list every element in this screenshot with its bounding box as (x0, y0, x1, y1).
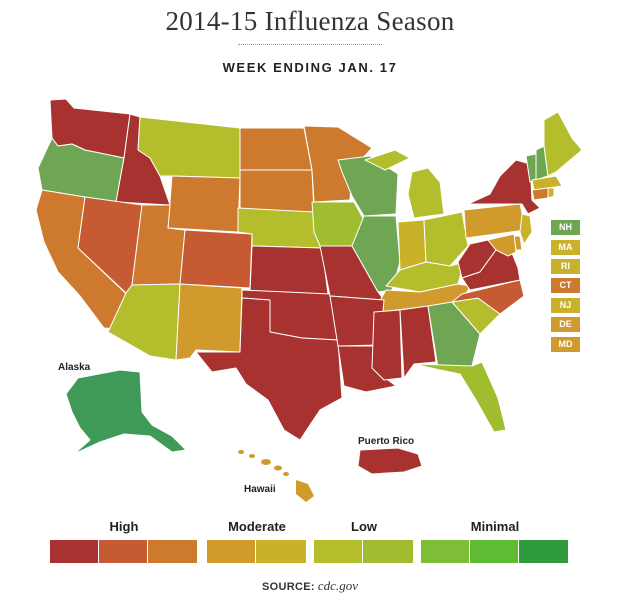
legend-swatch-minimal-2 (470, 540, 519, 563)
state-south-dakota[interactable] (239, 169, 315, 213)
chip-nh[interactable]: NH (551, 220, 580, 235)
state-colorado[interactable] (179, 229, 253, 289)
label-hawaii: Hawaii (244, 484, 276, 495)
legend-swatch-high-1 (50, 540, 99, 563)
state-rhode-island[interactable] (547, 187, 555, 199)
state-connecticut[interactable] (531, 187, 549, 201)
chip-de[interactable]: DE (551, 317, 580, 332)
source-line: SOURCE: cdc.gov (0, 578, 620, 594)
state-mississippi[interactable] (371, 309, 403, 381)
legend-swatch-moderate-1 (207, 540, 256, 563)
state-north-dakota[interactable] (239, 127, 313, 171)
state-ohio[interactable] (423, 211, 469, 267)
state-virginia[interactable] (461, 247, 521, 291)
state-new-mexico[interactable] (175, 283, 243, 361)
state-pennsylvania[interactable] (463, 203, 527, 239)
chip-nj[interactable]: NJ (551, 298, 580, 313)
map-title: 2014-15 Influenza Season (165, 6, 455, 36)
legend-swatch-high-3 (148, 540, 198, 563)
state-wyoming[interactable] (167, 175, 241, 233)
state-florida[interactable] (413, 361, 507, 433)
state-michigan[interactable] (407, 167, 445, 219)
state-new-jersey[interactable] (519, 213, 533, 245)
label-puerto-rico: Puerto Rico (358, 436, 414, 447)
label-alaska: Alaska (58, 362, 91, 373)
state-maryland[interactable] (487, 233, 517, 257)
source-link[interactable]: cdc.gov (317, 578, 358, 593)
state-maine[interactable] (543, 111, 583, 177)
legend-swatch-moderate-2 (256, 540, 307, 563)
legend-label-high: High (109, 519, 139, 534)
state-texas[interactable] (195, 297, 343, 441)
state-kansas[interactable] (249, 245, 329, 295)
source-label: SOURCE: (262, 581, 315, 593)
state-alabama[interactable] (399, 305, 437, 379)
title-divider (238, 44, 382, 45)
chip-ma[interactable]: MA (551, 240, 580, 255)
state-georgia[interactable] (427, 301, 481, 369)
legend-swatch-high-2 (99, 540, 148, 563)
legend-swatch-low-1 (314, 540, 363, 563)
state-indiana[interactable] (397, 219, 427, 271)
legend-swatch-minimal-1 (421, 540, 470, 563)
state-missouri[interactable] (319, 245, 385, 301)
legend-swatch-low-2 (363, 540, 414, 563)
chip-ri[interactable]: RI (551, 259, 580, 274)
chip-ct[interactable]: CT (551, 278, 580, 293)
state-michigan-upper[interactable] (364, 149, 411, 171)
map-subtitle: WEEK ENDING JAN. 17 (222, 60, 398, 75)
legend-label-minimal: Minimal (470, 519, 520, 534)
state-alaska[interactable] (65, 369, 187, 455)
state-massachusetts[interactable] (531, 175, 563, 191)
chip-md[interactable]: MD (551, 337, 580, 352)
state-hawaii[interactable] (238, 450, 314, 502)
legend-swatch-minimal-3 (519, 540, 568, 563)
territory-puerto-rico[interactable] (357, 447, 423, 475)
legend-label-low: Low (351, 519, 377, 534)
legend-label-moderate: Moderate (228, 519, 286, 534)
